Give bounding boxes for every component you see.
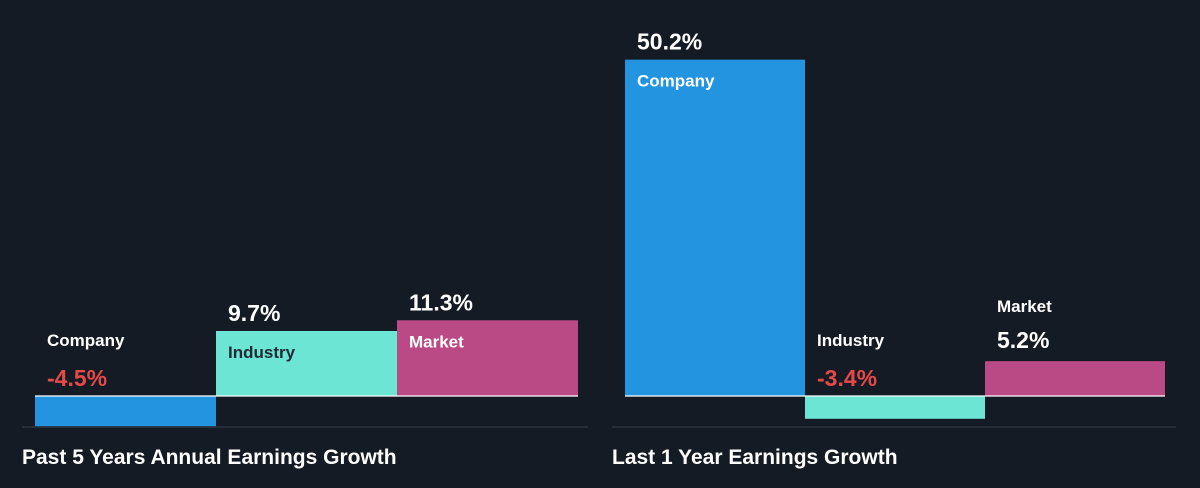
bar-industry xyxy=(805,396,985,419)
bar-value-industry: 9.7% xyxy=(228,300,280,326)
bar-label-company: Company xyxy=(47,331,125,350)
bar-market xyxy=(985,361,1165,396)
bar-label-industry: Industry xyxy=(228,343,296,362)
chart-last-1-year: Company 50.2% Industry -3.4% Market 5.2% xyxy=(625,29,1165,419)
bar-value-company: 50.2% xyxy=(637,29,702,55)
bar-value-company: -4.5% xyxy=(47,365,107,391)
bar-label-market: Market xyxy=(409,332,464,351)
bar-company xyxy=(625,59,805,396)
bar-value-market: 5.2% xyxy=(997,327,1049,353)
bar-label-market: Market xyxy=(997,297,1052,316)
chart-past-5-years: Company -4.5% Industry 9.7% Market 11.3% xyxy=(35,289,578,427)
bar-company xyxy=(35,396,216,427)
bar-label-industry: Industry xyxy=(817,331,885,350)
bar-label-company: Company xyxy=(637,72,715,91)
chart-title-past-5-years: Past 5 Years Annual Earnings Growth xyxy=(22,446,397,469)
bar-value-industry: -3.4% xyxy=(817,365,877,391)
bar-industry xyxy=(216,331,397,396)
chart-title-last-1-year: Last 1 Year Earnings Growth xyxy=(612,446,898,469)
bar-value-market: 11.3% xyxy=(409,289,473,315)
bar-market xyxy=(397,320,578,396)
